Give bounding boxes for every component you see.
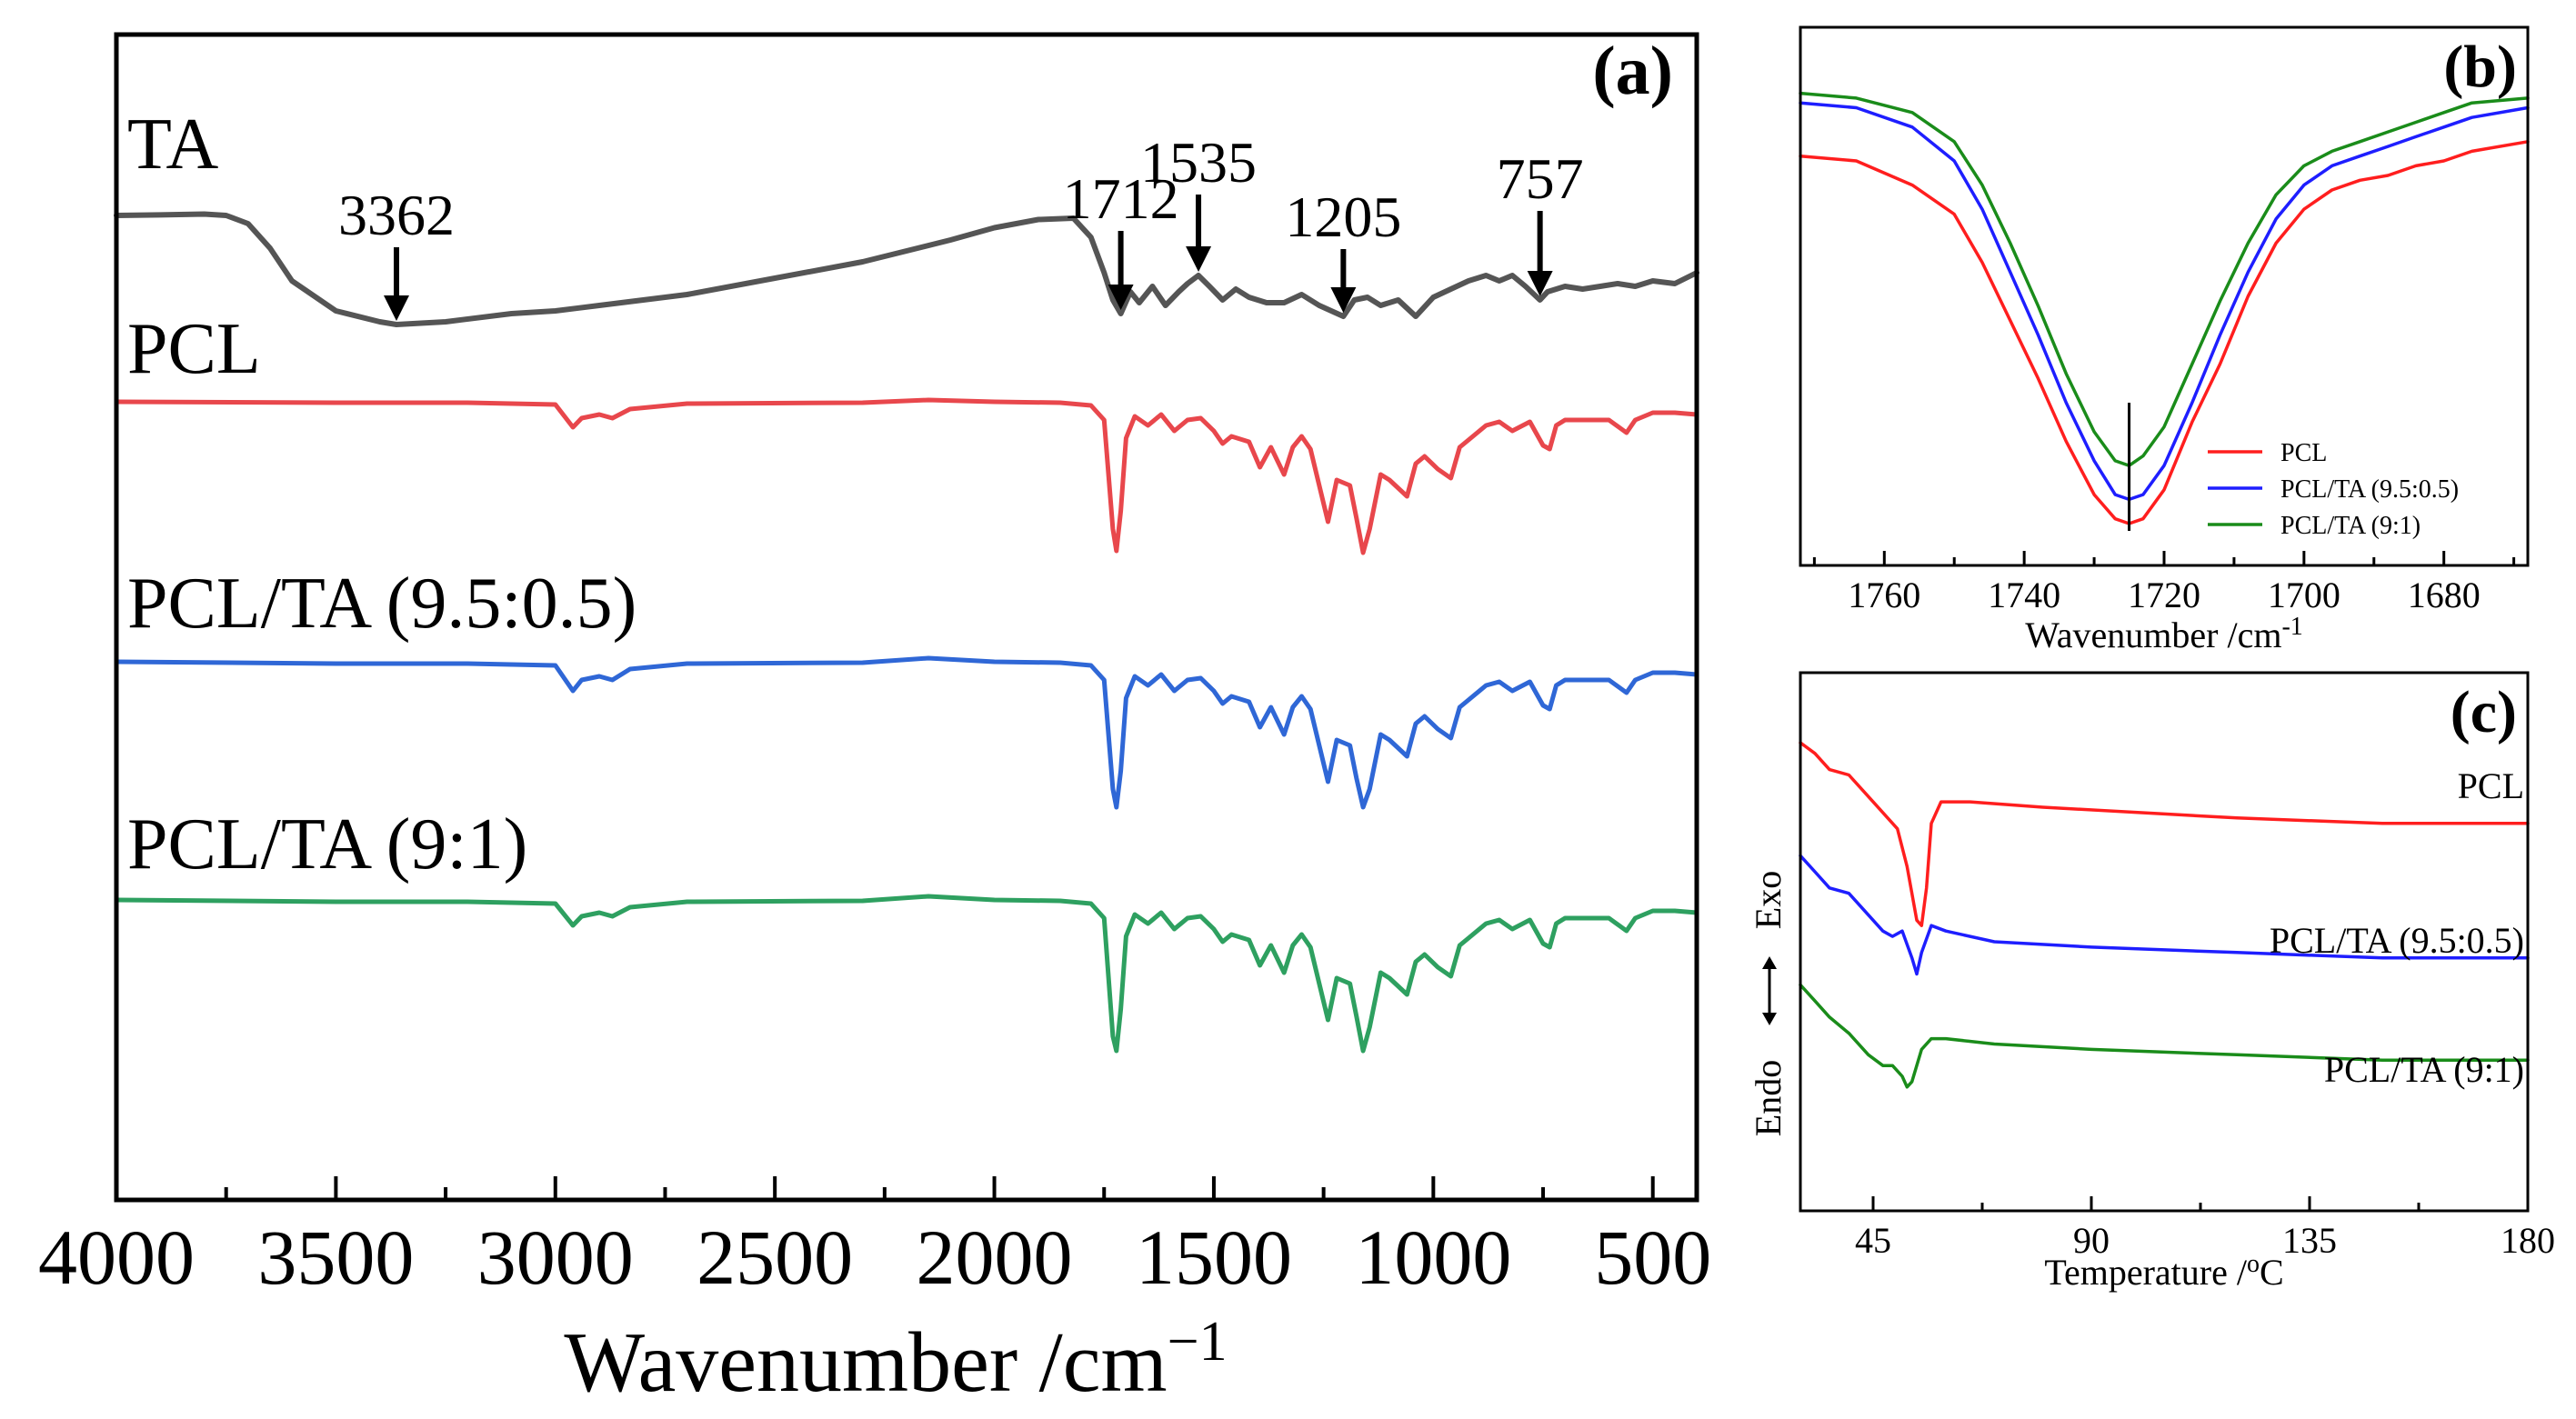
legend-label: PCL xyxy=(2280,439,2327,467)
peak-label: 757 xyxy=(1497,146,1584,211)
peak-annotation-757: 757 xyxy=(1497,146,1584,296)
peak-label: 1205 xyxy=(1285,185,1401,249)
panel-c-frame xyxy=(1799,671,2530,1213)
panel-a-trace-labels: TA PCL PCL/TA (9.5:0.5) PCL/TA (9:1) xyxy=(127,105,636,884)
peak-annotation-1712: 1712 xyxy=(1063,166,1179,310)
arrow-head xyxy=(1108,285,1134,310)
panel-c-trace-pcl-ta-9-1 xyxy=(1799,983,2530,1089)
panel-c-x-tick-label: 135 xyxy=(2282,1220,2337,1261)
panel-a-trace-ta xyxy=(114,211,1699,327)
panel-c-x-tick-label: 90 xyxy=(2073,1220,2110,1261)
panel-b-x-tick-label: 1740 xyxy=(1988,575,2060,615)
panel-c-x-ticks xyxy=(1871,1196,2530,1211)
panel-a-trace-pcl-ta-9-5-0-5 xyxy=(114,655,1699,810)
legend-label: PCL/TA (9:1) xyxy=(2280,512,2421,540)
panel-b-x-axis-title: Wavenumber /cm-1 xyxy=(2025,613,2303,655)
panel-c-x-tick-label: 45 xyxy=(1855,1220,1891,1261)
panel-a-x-tick-label: 4000 xyxy=(38,1214,195,1301)
panel-a-label: (a) xyxy=(1592,33,1673,109)
panel-a-x-tick-label: 2000 xyxy=(917,1214,1073,1301)
legend-entry-pcl: PCL xyxy=(2208,439,2327,467)
panel-a-trace-label: PCL xyxy=(127,309,261,389)
panel-b-trace-pcl xyxy=(1799,140,2530,525)
panel-b-x-tick-label: 1680 xyxy=(2408,575,2481,615)
arrow-head xyxy=(1330,287,1357,313)
panel-a-x-tick-label: 1000 xyxy=(1355,1214,1511,1301)
panel-a-trace-label: PCL/TA (9.5:0.5) xyxy=(127,564,636,644)
panel-c-label: (c) xyxy=(2451,679,2517,745)
peak-label: 3362 xyxy=(338,183,455,247)
legend-entry-pcl-ta-9-1: PCL/TA (9:1) xyxy=(2208,512,2421,540)
panel-a-traces xyxy=(114,211,1699,1054)
panel-a-trace-label: PCL/TA (9:1) xyxy=(127,804,527,884)
panel-a-trace-pcl xyxy=(114,397,1699,555)
panel-a-x-tick-label: 3500 xyxy=(257,1214,414,1301)
panel-b-traces xyxy=(1799,91,2530,525)
panel-c-y-label-exo: Exo xyxy=(1748,871,1789,929)
panel-b-x-tick-label: 1720 xyxy=(2128,575,2200,615)
arrow-head xyxy=(384,295,410,321)
panel-c-trace-label: PCL/TA (9:1) xyxy=(2324,1049,2524,1090)
peak-label: 1535 xyxy=(1140,130,1257,195)
panel-c-y-annotation: Endo Exo xyxy=(1748,871,1789,1136)
panel-c: 45 90 135 180 PCL PCL/TA (9.5:0.5) PCL/TA (9:… xyxy=(1748,671,2555,1293)
panel-b: 1760 1740 1720 1700 1680 (b) PCL PCL/TA (9.5:… xyxy=(1799,25,2530,655)
panel-a-x-tick-label: 3000 xyxy=(477,1214,634,1301)
peak-annotation-1535: 1535 xyxy=(1140,130,1257,272)
panel-c-x-tick-label: 180 xyxy=(2501,1220,2555,1261)
legend-entry-pcl-ta-9-5-0-5: PCL/TA (9.5:0.5) xyxy=(2208,475,2459,504)
panel-c-x-axis-title: Temperature /oC xyxy=(2044,1250,2283,1293)
panel-b-x-tick-label: 1700 xyxy=(2268,575,2340,615)
peak-label: 1712 xyxy=(1063,166,1179,231)
panel-c-trace-labels: PCL PCL/TA (9.5:0.5) PCL/TA (9:1) xyxy=(2270,765,2524,1090)
panel-a-trace-pcl-ta-9-1 xyxy=(114,894,1699,1054)
legend-label: PCL/TA (9.5:0.5) xyxy=(2280,475,2459,504)
double-arrow-icon xyxy=(1762,956,1777,1025)
panel-c-traces xyxy=(1799,741,2530,1089)
panel-b-trace-pcl-ta-9-5-0-5 xyxy=(1799,101,2530,502)
peak-annotation-1205: 1205 xyxy=(1285,185,1401,313)
arrow-head xyxy=(1186,246,1212,272)
panel-a-x-tick-label: 2500 xyxy=(697,1214,853,1301)
panel-b-x-tick-labels: 1760 1740 1720 1700 1680 xyxy=(1848,575,2480,615)
panel-c-y-label-endo: Endo xyxy=(1748,1060,1789,1136)
panel-a-x-ticks xyxy=(115,1176,1655,1200)
panel-c-trace-pcl xyxy=(1799,741,2530,927)
arrow-head xyxy=(1527,271,1553,296)
panel-b-x-ticks xyxy=(1812,551,2516,565)
panel-c-trace-pcl-ta-9-5-0-5 xyxy=(1799,854,2530,976)
panel-a-trace-label: TA xyxy=(127,105,218,185)
panel-b-legend: PCL PCL/TA (9.5:0.5) PCL/TA (9:1) xyxy=(2208,439,2459,540)
panel-a: 4000 3500 3000 2500 2000 1500 1000 500 3362 1712… xyxy=(38,32,1711,1410)
panel-c-trace-label: PCL/TA (9.5:0.5) xyxy=(2270,920,2524,961)
panel-b-x-tick-label: 1760 xyxy=(1848,575,1920,615)
panel-c-x-tick-labels: 45 90 135 180 xyxy=(1855,1220,2555,1261)
panel-a-frame xyxy=(114,32,1699,1203)
panel-b-trace-pcl-ta-9-1 xyxy=(1799,91,2530,467)
panel-a-x-tick-labels: 4000 3500 3000 2500 2000 1500 1000 500 xyxy=(38,1214,1711,1301)
panel-a-x-tick-label: 1500 xyxy=(1136,1214,1292,1301)
panel-c-trace-label: PCL xyxy=(2458,765,2524,806)
panel-b-label: (b) xyxy=(2443,34,2517,100)
panel-a-x-tick-label: 500 xyxy=(1594,1214,1711,1301)
panel-a-x-axis-title: Wavenumber /cm−1 xyxy=(564,1311,1227,1410)
peak-annotation-3362: 3362 xyxy=(338,183,455,321)
